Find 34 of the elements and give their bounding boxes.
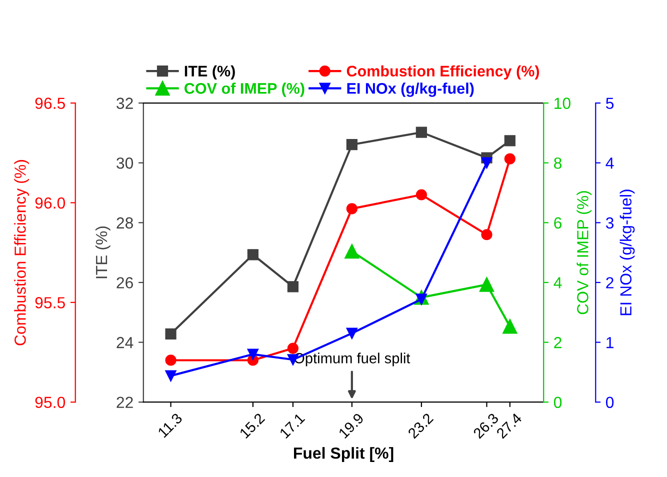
x-tick-label: 17.1 [279,412,306,439]
y-tick-label: 95.0 [35,396,66,408]
y-tick-label: 28 [116,217,133,229]
y-tick-label: 96.5 [35,98,65,109]
y2-tick-label: 10 [554,98,570,109]
y2-tick-label: 1 [606,337,614,348]
y-tick-label: 32 [116,98,133,109]
y2-tick-label: 0 [554,396,562,408]
y2-tick-label: 0 [606,396,614,408]
legend-label: EI NOx (g/kg-fuel) [347,82,474,97]
y-tick-label: 30 [116,157,134,169]
y-tick-label: 22 [116,396,133,408]
y-tick-label: 24 [116,336,134,348]
legend-label: ITE (%) [184,65,235,80]
y2-axis-title: COV of IMEP (%) [576,191,592,314]
x-axis-title: Fuel Split [%] [294,447,394,462]
y2-tick-label: 2 [554,336,562,348]
x-tick-label: 19.9 [338,412,364,439]
legend-label: Combustion Efficiency (%) [346,65,540,80]
y-tick-label: 96.0 [35,197,66,209]
y2-tick-label: 5 [606,98,614,109]
y2-tick-label: 2 [606,277,614,288]
y-tick-label: 26 [116,277,133,288]
y-axis-title: Combustion Efficiency (%) [14,160,30,346]
y2-tick-label: 8 [554,157,562,169]
y-axis-title: ITE (%) [95,226,110,278]
y2-tick-label: 4 [606,158,614,169]
y2-tick-label: 3 [606,217,614,229]
y-tick-label: 95.5 [35,297,65,308]
y2-tick-label: 4 [554,277,562,288]
legend-label: COV of IMEP (%) [184,82,304,97]
y2-axis-title: EI NOx (g/kg-fuel) [620,190,635,316]
y2-tick-label: 6 [554,217,562,229]
x-tick-label: 11.3 [157,412,183,438]
